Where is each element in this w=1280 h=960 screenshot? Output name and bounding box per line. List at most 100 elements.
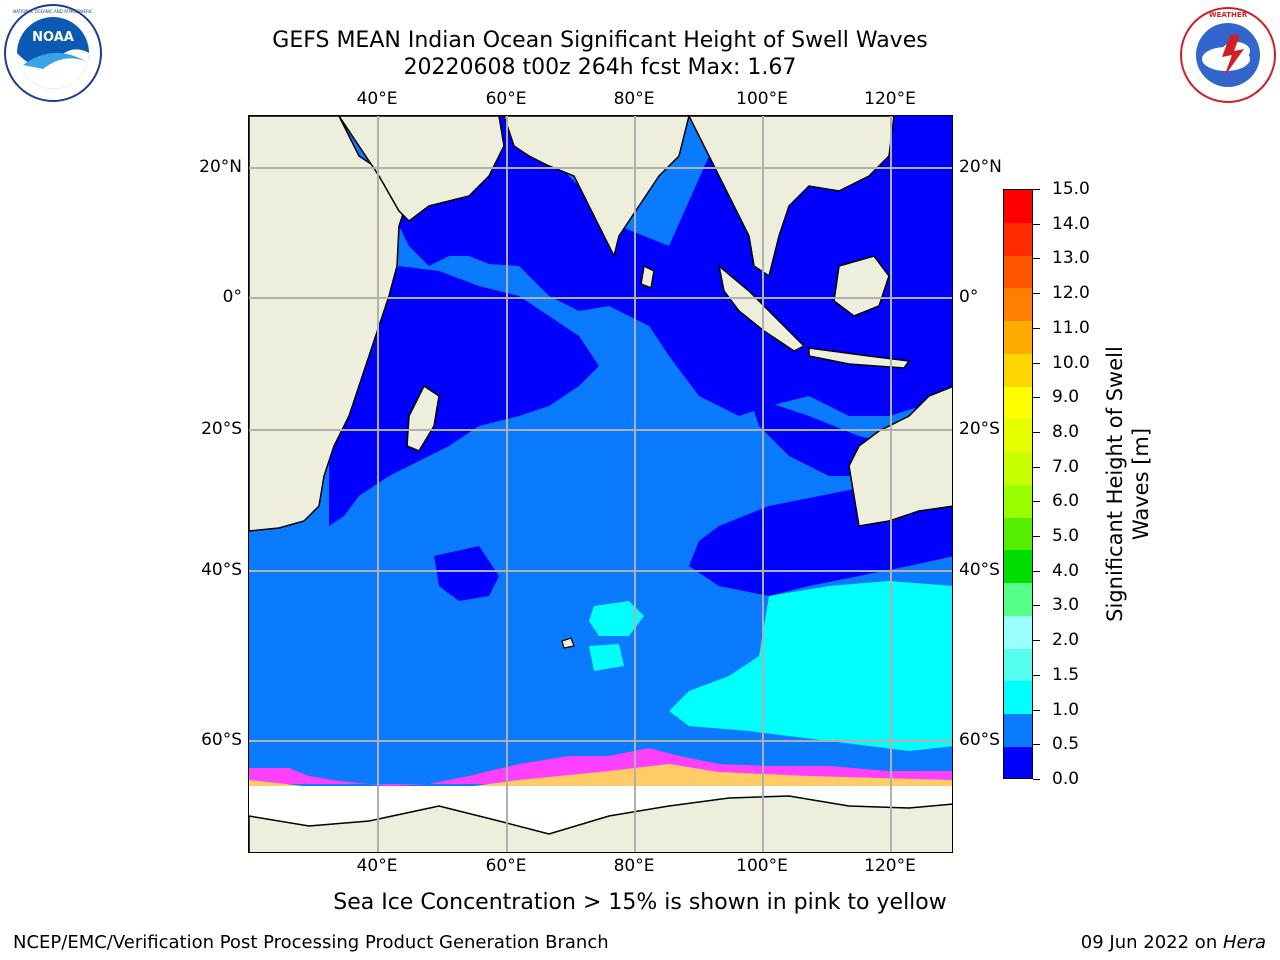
colorbar-tickmark <box>1033 605 1040 607</box>
lon-tick-top-40e: 40°E <box>356 89 398 109</box>
lat-tick-left-40s: 40°S <box>201 560 242 580</box>
colorbar-label: 1.5 <box>1052 664 1080 685</box>
colorbar-label: 13.0 <box>1052 248 1090 269</box>
chart-subtitle: 20220608 t00z 264h fcst Max: 1.67 <box>403 55 797 80</box>
colorbar-segment <box>1004 681 1032 715</box>
colorbar-tickmark <box>1033 640 1040 642</box>
lat-tick-right-0: 0° <box>959 287 979 307</box>
colorbar-segment <box>1004 288 1032 322</box>
colorbar-label: 6.0 <box>1052 491 1080 512</box>
colorbar-label: 12.0 <box>1052 283 1090 304</box>
colorbar-tickmark <box>1033 362 1040 364</box>
colorbar-tickmark <box>1033 466 1040 468</box>
svg-text:WEATHER: WEATHER <box>1209 11 1248 19</box>
colorbar-title-line2: Waves [m] <box>1129 427 1153 541</box>
lon-tick-bottom-100e: 100°E <box>736 856 788 876</box>
colorbar-tickmark <box>1033 223 1040 225</box>
high-swell-patch <box>589 601 644 636</box>
colorbar-title-line1: Significant Height of Swell <box>1103 346 1127 622</box>
colorbar-label: 10.0 <box>1052 352 1090 373</box>
antarctica-land <box>249 795 952 852</box>
lat-tick-left-20s: 20°S <box>201 419 242 439</box>
map-canvas <box>249 116 952 852</box>
lon-tick-bottom-60e: 60°E <box>485 856 527 876</box>
lat-tick-left-60s: 60°S <box>201 730 242 750</box>
swell-height-map <box>248 115 953 853</box>
colorbar-label: 1.0 <box>1052 699 1080 720</box>
colorbar-tickmark <box>1033 431 1040 433</box>
colorbar-segment <box>1004 190 1032 223</box>
colorbar-tickmark <box>1033 744 1040 746</box>
colorbar-tickmark <box>1033 709 1040 711</box>
lon-tick-top-80e: 80°E <box>613 89 655 109</box>
lat-tick-right-60s: 60°S <box>959 730 1000 750</box>
lat-tick-right-40s: 40°S <box>959 560 1000 580</box>
svg-text:NATIONAL OCEANIC AND ATMOSPHER: NATIONAL OCEANIC AND ATMOSPHERIC <box>13 9 93 14</box>
australia-land <box>848 385 952 527</box>
colorbar-label: 3.0 <box>1052 595 1080 616</box>
low-swell-patch-south <box>434 546 499 601</box>
colorbar-segment <box>1004 255 1032 289</box>
nws-logo: WEATHER <box>1180 7 1276 103</box>
colorbar <box>1003 189 1033 779</box>
high-swell-region <box>669 581 952 751</box>
lon-tick-top-60e: 60°E <box>485 89 527 109</box>
colorbar-segment <box>1004 419 1032 453</box>
colorbar-label: 9.0 <box>1052 387 1080 408</box>
sri-lanka-land <box>640 264 655 290</box>
colorbar-tickmark <box>1033 536 1040 538</box>
colorbar-tickmark <box>1033 779 1040 780</box>
noaa-logo: NOAA NATIONAL OCEANIC AND ATMOSPHERIC <box>4 4 102 102</box>
lat-tick-right-20s: 20°S <box>959 419 1000 439</box>
borneo-land <box>833 255 890 317</box>
lat-tick-left-20n: 20°N <box>199 157 242 177</box>
colorbar-tickmark <box>1033 570 1040 572</box>
credits: NCEP/EMC/Verification Post Processing Pr… <box>13 932 609 953</box>
colorbar-tickmark <box>1033 327 1040 329</box>
colorbar-segment <box>1004 484 1032 518</box>
lat-tick-right-20n: 20°N <box>959 157 1002 177</box>
colorbar-tickmark <box>1033 258 1040 260</box>
madagascar-land <box>406 384 440 452</box>
colorbar-segment <box>1004 517 1032 551</box>
india-land <box>503 116 690 259</box>
low-swell-region-west <box>329 266 599 526</box>
colorbar-tickmark <box>1033 501 1040 503</box>
chart-title: GEFS MEAN Indian Ocean Significant Heigh… <box>272 28 928 53</box>
colorbar-segment <box>1004 550 1032 584</box>
high-swell-patch-2 <box>589 644 624 671</box>
date-text: 09 Jun 2022 on <box>1080 932 1223 953</box>
colorbar-segment <box>1004 222 1032 256</box>
colorbar-segment <box>1004 714 1032 748</box>
colorbar-segment <box>1004 648 1032 682</box>
colorbar-label: 14.0 <box>1052 213 1090 234</box>
colorbar-title: Significant Height of Swell Waves [m] <box>1102 319 1154 649</box>
southeast-asia-land <box>688 116 895 278</box>
colorbar-label: 7.0 <box>1052 456 1080 477</box>
java-land <box>808 347 911 369</box>
lon-tick-bottom-120e: 120°E <box>864 856 916 876</box>
colorbar-label: 4.0 <box>1052 560 1080 581</box>
colorbar-segment <box>1004 353 1032 387</box>
colorbar-segment <box>1004 321 1032 354</box>
lon-tick-top-100e: 100°E <box>736 89 788 109</box>
colorbar-label: 11.0 <box>1052 317 1090 338</box>
ice-edge-yellow <box>249 764 952 792</box>
lon-tick-top-120e: 120°E <box>864 89 916 109</box>
lon-tick-bottom-40e: 40°E <box>356 856 398 876</box>
colorbar-tickmark <box>1033 397 1040 399</box>
colorbar-tickmark <box>1033 674 1040 676</box>
sea-ice-note: Sea Ice Concentration > 15% is shown in … <box>333 890 947 915</box>
low-swell-region-north <box>399 116 952 416</box>
host-name: Hera <box>1222 932 1266 953</box>
colorbar-segment <box>1004 747 1032 778</box>
colorbar-segment <box>1004 452 1032 485</box>
date-stamp: 09 Jun 2022 on Hera <box>1081 932 1266 953</box>
colorbar-label: 0.5 <box>1052 734 1080 755</box>
colorbar-tickmark <box>1033 189 1040 190</box>
lat-tick-left-0: 0° <box>222 287 242 307</box>
graticule <box>249 116 952 852</box>
colorbar-label: 8.0 <box>1052 421 1080 442</box>
colorbar-label: 5.0 <box>1052 526 1080 547</box>
colorbar-label: 15.0 <box>1052 179 1090 199</box>
